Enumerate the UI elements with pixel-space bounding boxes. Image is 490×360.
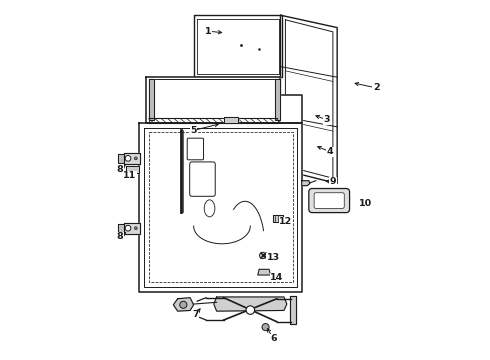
Circle shape (246, 306, 255, 314)
Text: 13: 13 (267, 253, 280, 262)
Polygon shape (275, 79, 280, 120)
Text: 7: 7 (192, 310, 198, 319)
Text: 4: 4 (327, 147, 333, 156)
Polygon shape (124, 222, 140, 234)
Polygon shape (148, 79, 153, 120)
Circle shape (180, 301, 187, 308)
Circle shape (134, 157, 137, 160)
Polygon shape (119, 154, 124, 163)
Circle shape (125, 225, 131, 231)
Polygon shape (273, 215, 283, 222)
FancyBboxPatch shape (187, 138, 203, 160)
Text: 8: 8 (117, 165, 123, 174)
Text: 3: 3 (323, 115, 330, 124)
Text: 11: 11 (123, 171, 136, 180)
Text: 8: 8 (117, 232, 123, 241)
Polygon shape (291, 296, 296, 324)
Text: 14: 14 (270, 273, 284, 282)
Circle shape (262, 324, 269, 330)
Polygon shape (139, 123, 302, 292)
Polygon shape (224, 117, 238, 123)
Text: 12: 12 (279, 217, 293, 226)
Polygon shape (173, 298, 194, 311)
FancyBboxPatch shape (309, 189, 349, 213)
Polygon shape (194, 15, 282, 77)
Polygon shape (126, 166, 139, 173)
Text: 6: 6 (270, 334, 277, 343)
Text: 9: 9 (330, 177, 336, 186)
Polygon shape (302, 181, 310, 186)
Circle shape (134, 227, 137, 230)
Circle shape (125, 156, 131, 161)
Text: 10: 10 (359, 198, 372, 207)
Circle shape (260, 252, 266, 259)
Polygon shape (214, 297, 287, 311)
Polygon shape (124, 153, 140, 164)
Polygon shape (146, 77, 302, 123)
Text: 2: 2 (373, 84, 379, 93)
Text: 5: 5 (190, 126, 197, 135)
Polygon shape (119, 224, 124, 233)
Ellipse shape (204, 200, 215, 217)
Polygon shape (258, 269, 270, 275)
Text: 1: 1 (204, 27, 211, 36)
FancyBboxPatch shape (314, 193, 344, 208)
Polygon shape (280, 15, 337, 184)
FancyBboxPatch shape (190, 162, 215, 196)
